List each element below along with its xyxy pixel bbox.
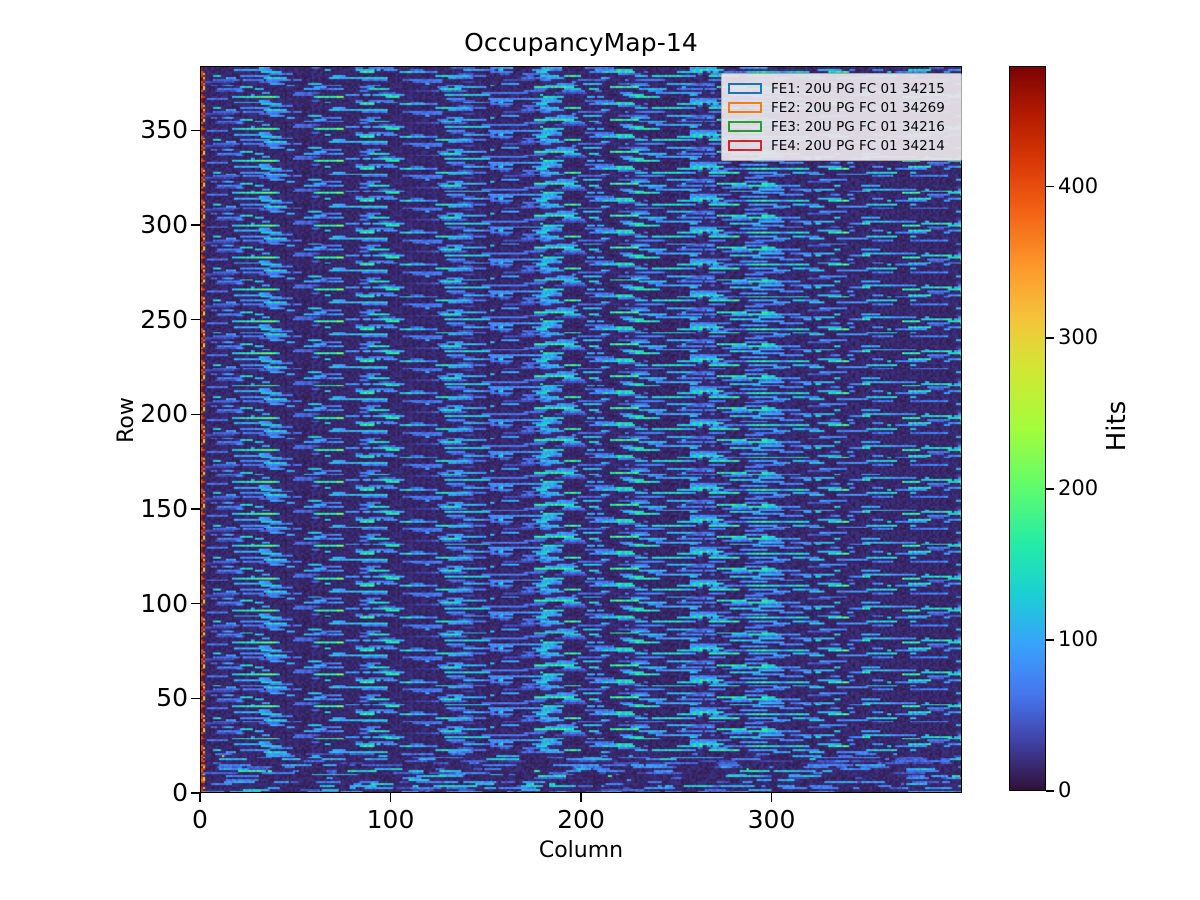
legend-swatch-fe2 xyxy=(728,102,762,113)
legend-swatch-fe4 xyxy=(728,140,762,151)
colorbar-label: Hits xyxy=(1102,400,1132,452)
y-tick-label: 200 xyxy=(140,399,188,429)
heatmap-axes[interactable] xyxy=(200,66,962,793)
colorbar-tick-label: 200 xyxy=(1058,475,1099,500)
legend-box[interactable]: FE1: 20U PG FC 01 34215 FE2: 20U PG FC 0… xyxy=(721,73,962,161)
x-tick-mark xyxy=(389,793,392,802)
page-title: OccupancyMap-14 xyxy=(464,28,698,57)
colorbar-tick-label: 400 xyxy=(1058,173,1099,198)
y-tick-mark xyxy=(191,697,200,699)
legend-label-fe4: FE4: 20U PG FC 01 34214 xyxy=(771,137,945,154)
y-tick-mark xyxy=(191,319,200,321)
y-tick-mark xyxy=(191,129,200,132)
legend-label-fe1: FE1: 20U PG FC 01 34215 xyxy=(771,80,945,97)
legend-label-fe2: FE2: 20U PG FC 01 34269 xyxy=(771,99,945,116)
y-axis-label: Row xyxy=(114,397,139,443)
colorbar-tick-mark xyxy=(1046,790,1054,792)
legend-item[interactable]: FE4: 20U PG FC 01 34214 xyxy=(728,136,954,155)
y-tick-label: 100 xyxy=(140,588,188,618)
legend-item[interactable]: FE1: 20U PG FC 01 34215 xyxy=(728,79,954,98)
y-tick-mark xyxy=(191,413,200,415)
x-axis-label: Column xyxy=(538,838,624,863)
legend-item[interactable]: FE2: 20U PG FC 01 34269 xyxy=(728,98,954,117)
x-tick-mark xyxy=(770,793,773,802)
legend-swatch-fe3 xyxy=(728,121,762,132)
colorbar-tick-label: 300 xyxy=(1058,324,1099,349)
x-tick-label: 300 xyxy=(747,805,796,834)
y-tick-label: 0 xyxy=(172,778,188,807)
x-tick-label: 100 xyxy=(366,805,415,834)
colorbar xyxy=(1009,66,1046,791)
legend-swatch-fe1 xyxy=(728,83,762,94)
x-tick-mark xyxy=(199,793,201,802)
legend-item[interactable]: FE3: 20U PG FC 01 34216 xyxy=(728,117,954,136)
y-tick-mark xyxy=(191,603,200,605)
colorbar-gradient xyxy=(1010,67,1045,790)
legend-label-fe3: FE3: 20U PG FC 01 34216 xyxy=(771,118,945,135)
colorbar-tick-label: 100 xyxy=(1058,626,1099,651)
colorbar-tick-mark xyxy=(1046,639,1054,641)
colorbar-tick-mark xyxy=(1046,337,1054,339)
x-tick-label: 0 xyxy=(192,805,208,834)
y-tick-mark xyxy=(191,224,200,226)
colorbar-tick-mark xyxy=(1046,488,1054,490)
colorbar-tick-mark xyxy=(1046,186,1054,188)
y-tick-label: 150 xyxy=(140,494,188,524)
y-tick-label: 350 xyxy=(140,115,188,145)
colorbar-tick-label: 0 xyxy=(1058,778,1072,802)
x-tick-mark xyxy=(580,793,582,802)
y-tick-mark xyxy=(191,508,200,510)
y-tick-mark xyxy=(191,792,200,794)
y-tick-label: 50 xyxy=(156,683,188,713)
y-tick-label: 250 xyxy=(140,304,188,334)
x-tick-label: 200 xyxy=(557,805,605,834)
occupancy-heatmap-image xyxy=(201,67,961,792)
y-tick-label: 300 xyxy=(140,210,188,240)
